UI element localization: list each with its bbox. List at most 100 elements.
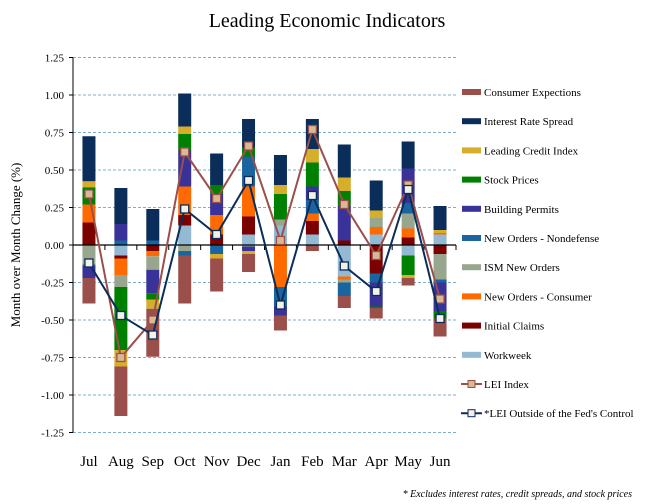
x-tick-label: Jun	[430, 454, 451, 470]
bar-segment-new-orders-consumer	[273, 245, 287, 287]
bar-segment-leading-credit-index	[337, 177, 351, 191]
x-tick-label: Aug	[108, 454, 134, 470]
bar-segment-new-orders-nondefense	[178, 251, 192, 256]
x-tick-label: Jan	[270, 454, 290, 470]
lei-index-line	[87, 126, 442, 360]
bar-segment-interest-rate-spread	[369, 180, 383, 211]
lei-index-marker	[275, 235, 286, 246]
bar-segment-initial-claims	[242, 216, 256, 235]
bar-segment-initial-claims	[114, 255, 128, 259]
lei-outside-fed-marker	[403, 184, 413, 195]
lei-outside-fed-marker	[148, 330, 158, 340]
bar-segment-building-permits	[242, 246, 256, 251]
y-tick-label: 1.00	[45, 90, 65, 102]
bar-segment-ism-new-orders	[433, 254, 447, 280]
lei-index-marker	[84, 189, 94, 199]
bar-segment-interest-rate-spread	[242, 119, 256, 148]
lei-outside-fed-marker	[180, 204, 190, 214]
lei-index-marker	[307, 124, 318, 135]
lei-outside-fed-marker	[435, 313, 445, 324]
bar-segment-consumer-expections	[337, 296, 351, 308]
bar-segment-new-orders-consumer	[305, 213, 319, 221]
bar-segment-interest-rate-spread	[146, 209, 160, 241]
footnote: * Excludes interest rates, credit spread…	[403, 489, 633, 500]
legend-swatch-building-permits	[462, 205, 481, 212]
bar-segment-workweek	[242, 234, 256, 245]
bar-segment-initial-claims	[82, 222, 96, 245]
bar-segment-initial-claims	[210, 234, 224, 245]
legend-label-new-orders-nondefense: New Orders - Nondefense	[484, 233, 599, 245]
lei-index-marker	[116, 352, 126, 363]
legend-label-building-permits: Building Permits	[484, 204, 559, 216]
bar-segment-consumer-expections	[178, 255, 192, 304]
lei-index-marker	[371, 250, 381, 261]
bar-segment-consumer-expections	[305, 245, 319, 251]
bar-segment-stock-prices	[369, 306, 383, 308]
x-tick-label: May	[394, 454, 422, 470]
bar-segment-consumer-expections	[114, 366, 128, 416]
bar-segment-ism-new-orders	[369, 218, 383, 227]
legend-swatch-new-orders-consumer	[462, 293, 481, 300]
bar-segment-new-orders-consumer	[369, 227, 383, 235]
y-tick-label: 0.75	[45, 128, 65, 140]
legend-label-stock-prices: Stock Prices	[484, 175, 539, 187]
bar-segment-building-permits	[114, 224, 128, 241]
bar-segment-consumer-expections	[273, 315, 287, 331]
x-tick-label: Nov	[204, 454, 230, 470]
bar-segment-ism-new-orders	[337, 279, 351, 283]
lei-index-marker	[243, 141, 254, 151]
bar-segment-workweek	[178, 225, 192, 245]
bar-segment-initial-claims	[146, 245, 160, 251]
bar-segment-leading-credit-index	[178, 126, 192, 134]
bar-segment-new-orders-consumer	[401, 228, 415, 238]
bar-segment-new-orders-nondefense	[337, 282, 351, 296]
x-tick-label: Feb	[301, 454, 324, 470]
bar-segment-initial-claims	[433, 245, 447, 254]
y-tick-label: -0.25	[41, 278, 64, 290]
lei-outside-fed-marker	[339, 261, 349, 271]
x-tick-label: Mar	[332, 454, 357, 470]
y-tick-label: -0.75	[41, 353, 64, 365]
legend-label-workweek: Workweek	[484, 350, 532, 362]
legend-label-consumer-expections: Consumer Expections	[484, 87, 581, 99]
bar-segment-interest-rate-spread	[401, 141, 415, 169]
bar-segment-leading-credit-index	[369, 210, 383, 218]
bar-segment-ism-new-orders	[146, 256, 160, 270]
bar-segment-stock-prices	[273, 194, 287, 220]
legend-swatch-stock-prices	[462, 176, 481, 183]
bar-segment-leading-credit-index	[82, 181, 96, 188]
x-tick-label: Oct	[174, 454, 196, 470]
bar-segment-new-orders-consumer	[433, 233, 447, 235]
legend-label-lei-outside-of-the-fed-s-control: *LEI Outside of the Fed's Control	[484, 408, 634, 420]
y-tick-label: 1.25	[45, 53, 65, 65]
bar-segment-interest-rate-spread	[337, 144, 351, 178]
lei-index-marker	[435, 294, 445, 304]
bar-segment-ism-new-orders	[242, 245, 256, 247]
bar-segment-leading-credit-index	[273, 185, 287, 194]
legend-label-new-orders-consumer: New Orders - Consumer	[484, 291, 592, 303]
bar-segment-stock-prices	[178, 134, 192, 151]
bar-segment-stock-prices	[401, 255, 415, 275]
bar-segment-interest-rate-spread	[114, 188, 128, 224]
bar-segment-building-permits	[337, 206, 351, 241]
bar-segment-new-orders-consumer	[146, 251, 160, 257]
bar-segment-interest-rate-spread	[433, 206, 447, 230]
bar-segment-stock-prices	[146, 293, 160, 300]
lei-outside-fed-line	[88, 177, 442, 337]
lei-outside-fed-marker	[243, 175, 254, 186]
legend-swatch-ism-new-orders	[462, 264, 481, 271]
y-tick-label: -1.25	[41, 428, 64, 440]
bar-segment-new-orders-nondefense	[401, 203, 415, 214]
bar-segment-new-orders-nondefense	[114, 240, 128, 245]
lei-outside-fed-marker	[211, 229, 222, 240]
bar-segment-consumer-expections	[210, 258, 224, 292]
lei-index-marker	[339, 199, 349, 210]
bar-segment-interest-rate-spread	[210, 153, 224, 185]
bar-segment-initial-claims	[401, 237, 415, 245]
bar-segment-consumer-expections	[369, 308, 383, 319]
bar-segment-workweek	[401, 245, 415, 256]
bar-segment-leading-credit-index	[146, 299, 160, 309]
bar-segment-interest-rate-spread	[273, 155, 287, 185]
y-tick-label: -0.50	[41, 315, 64, 327]
chart-title: Leading Economic Indicators	[209, 10, 446, 32]
